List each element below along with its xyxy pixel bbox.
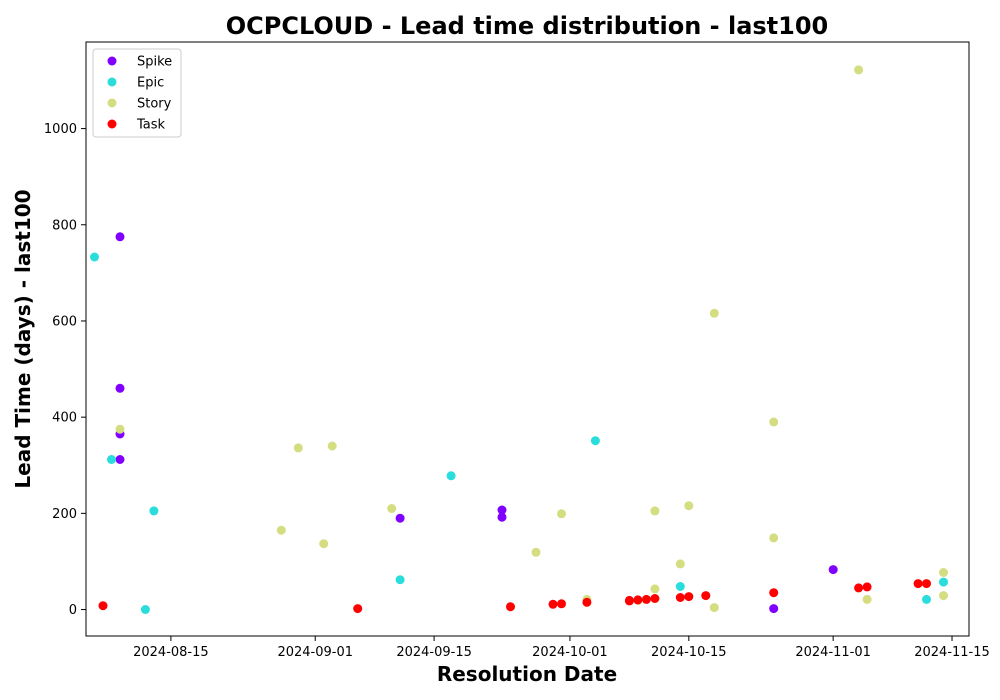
legend-marker-spike	[107, 56, 117, 66]
y-tick-label: 200	[52, 507, 77, 522]
story-point	[854, 65, 864, 75]
y-axis-label: Lead Time (days) - last100	[11, 189, 35, 488]
legend-marker-story	[107, 98, 117, 108]
task-point	[641, 594, 651, 604]
x-tick-label: 2024-10-01	[532, 645, 608, 660]
story-point	[115, 424, 125, 434]
epic-point	[140, 605, 150, 614]
epic-point	[446, 471, 456, 481]
story-point	[709, 308, 719, 318]
story-point	[650, 584, 660, 594]
story-point	[939, 568, 948, 577]
y-tick-label: 400	[52, 411, 77, 426]
legend-label-story: Story	[137, 97, 172, 112]
series-spike	[115, 232, 838, 614]
task-point	[624, 595, 634, 605]
task-point	[675, 593, 685, 602]
task-point	[98, 601, 108, 611]
task-point	[922, 579, 931, 589]
task-point	[684, 592, 694, 602]
plot-frame	[85, 41, 970, 637]
plot-area	[90, 65, 948, 614]
story-point	[684, 501, 694, 511]
story-point	[276, 525, 286, 535]
story-point	[709, 603, 719, 613]
x-axis-label: Resolution Date	[437, 662, 617, 686]
spike-point	[115, 232, 125, 242]
epic-point	[590, 436, 600, 446]
x-tick-label: 2024-08-15	[133, 645, 209, 660]
legend: Spike Epic Story Task	[92, 48, 182, 138]
x-tick-label: 2024-09-01	[277, 645, 353, 660]
story-point	[675, 559, 685, 569]
spike-point	[115, 455, 125, 464]
story-point	[293, 443, 303, 453]
spike-point	[497, 505, 507, 515]
task-point	[506, 602, 515, 612]
legend-label-spike: Spike	[137, 55, 172, 70]
legend-marker-epic	[107, 77, 117, 87]
spike-point	[115, 383, 125, 393]
epic-point	[675, 582, 685, 591]
epic-point	[395, 575, 405, 585]
story-point	[319, 539, 329, 549]
task-point	[633, 595, 643, 605]
legend-label-task: Task	[136, 118, 166, 133]
x-tick-label: 2024-09-15	[396, 645, 472, 660]
spike-point	[769, 604, 779, 614]
legend-box	[92, 48, 182, 138]
spike-point	[828, 565, 838, 575]
y-tick-label: 600	[52, 314, 77, 329]
series-epic	[90, 252, 948, 614]
story-point	[650, 506, 660, 516]
task-point	[854, 583, 864, 593]
epic-point	[107, 455, 116, 464]
task-point	[353, 604, 363, 614]
task-point	[913, 579, 923, 589]
x-tick-label: 2024-11-15	[914, 645, 990, 660]
task-point	[650, 594, 660, 603]
y-tick-label: 1000	[44, 122, 77, 137]
story-point	[939, 591, 948, 601]
y-tick-label: 800	[52, 218, 77, 233]
x-tick-label: 2024-11-01	[795, 645, 871, 660]
task-point	[548, 599, 558, 609]
task-point	[862, 582, 872, 592]
axes: 2024-08-15 2024-09-01 2024-09-15 2024-10-01…	[44, 41, 990, 660]
story-point	[387, 504, 397, 513]
epic-point	[149, 506, 159, 516]
story-point	[531, 547, 541, 557]
story-point	[769, 417, 779, 427]
story-point	[327, 441, 337, 451]
story-point	[769, 533, 779, 543]
legend-marker-task	[107, 119, 117, 129]
legend-label-epic: Epic	[137, 76, 164, 91]
story-point	[862, 594, 872, 604]
series-story	[115, 65, 948, 613]
story-point	[557, 509, 566, 519]
task-point	[557, 599, 566, 609]
x-tick-label: 2024-10-15	[651, 645, 727, 660]
spike-point	[497, 512, 507, 522]
epic-point	[939, 577, 948, 587]
spike-point	[395, 513, 405, 523]
task-point	[701, 591, 711, 601]
y-tick-label: 0	[69, 603, 77, 618]
task-point	[582, 597, 592, 607]
epic-point	[922, 594, 931, 604]
epic-point	[90, 252, 99, 262]
task-point	[769, 588, 779, 598]
series-task	[98, 579, 931, 614]
chart-title: OCPCLOUD - Lead time distribution - last…	[226, 12, 829, 40]
